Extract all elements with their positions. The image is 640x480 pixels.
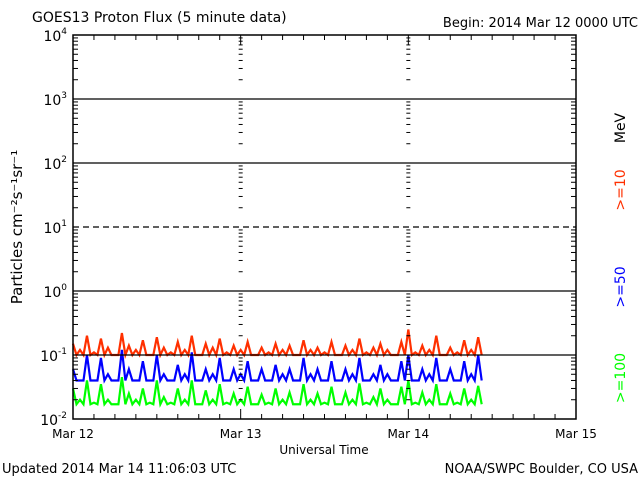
- credit-label: NOAA/SWPC Boulder, CO USA: [445, 462, 638, 477]
- series-line-ge100: [71, 377, 483, 408]
- x-tick-label: Mar 14: [387, 427, 429, 441]
- y-tick-label: 103: [43, 91, 67, 109]
- y-tick-label: 100: [43, 283, 67, 301]
- plot-frame: [72, 34, 577, 420]
- legend-ge50: >=50: [613, 266, 629, 307]
- x-axis-label: Universal Time: [279, 443, 368, 457]
- legend-ge100: >=100: [613, 353, 629, 403]
- legend-unit: MeV: [613, 112, 629, 143]
- x-tick-label: Mar 12: [52, 427, 94, 441]
- legend-ge10: >=10: [613, 169, 629, 210]
- chart-title: GOES13 Proton Flux (5 minute data): [32, 10, 287, 26]
- y-tick-label: 101: [43, 219, 67, 237]
- x-tick-label: Mar 15: [555, 427, 597, 441]
- series-line-ge50: [71, 349, 483, 384]
- y-tick-label: 104: [43, 27, 67, 45]
- updated-label: Updated 2014 Mar 14 11:06:03 UTC: [2, 462, 236, 477]
- x-tick-label: Mar 13: [220, 427, 262, 441]
- series-line-ge10: [71, 329, 483, 360]
- begin-label: Begin: 2014 Mar 12 0000 UTC: [443, 16, 638, 31]
- y-tick-label: 10-1: [40, 347, 67, 365]
- y-tick-label: 102: [43, 155, 67, 173]
- y-axis-label: Particles cm⁻²s⁻¹sr⁻¹: [8, 150, 26, 304]
